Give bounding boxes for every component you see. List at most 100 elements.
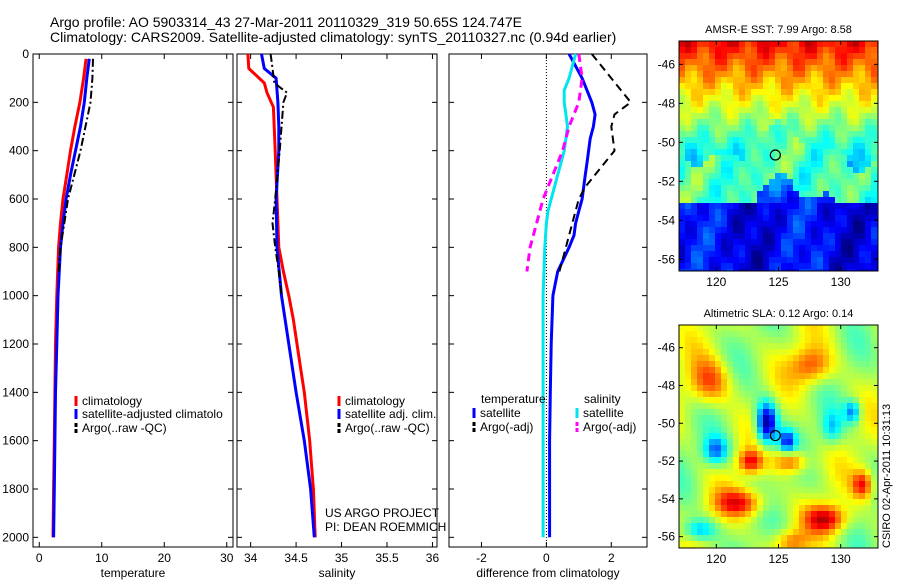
heatmap-cell <box>817 101 824 108</box>
heatmap-cell <box>793 481 800 488</box>
heatmap-cell <box>745 155 752 162</box>
x-tick-label: 130 <box>831 275 851 289</box>
heatmap-cell <box>769 487 776 494</box>
heatmap-cell <box>679 233 686 240</box>
heatmap-cell <box>805 245 812 252</box>
heatmap-cell <box>709 535 716 542</box>
heatmap-cell <box>817 161 824 168</box>
heatmap-cell <box>829 343 836 350</box>
heatmap-cell <box>697 445 704 452</box>
heatmap-cell <box>697 493 704 500</box>
heatmap-cell <box>853 523 860 530</box>
heatmap-cell <box>781 397 788 404</box>
heatmap-cell <box>835 53 842 60</box>
heatmap-cell <box>739 179 746 186</box>
heatmap-cell <box>811 451 818 458</box>
heatmap-cell <box>739 391 746 398</box>
heatmap-cell <box>865 41 872 48</box>
salinity-panel: 34 34.5 35 35.5 36salinityclimatologysatelli… <box>236 53 439 580</box>
heatmap-cell <box>769 469 776 476</box>
heatmap-cell <box>829 391 836 398</box>
heatmap-cell <box>697 209 704 216</box>
heatmap-cell <box>751 227 758 234</box>
heatmap-cell <box>703 173 710 180</box>
heatmap-cell <box>859 325 866 332</box>
heatmap-cell <box>781 355 788 362</box>
heatmap-cell <box>847 89 854 96</box>
heatmap-cell <box>727 355 734 362</box>
heatmap-cell <box>769 427 776 434</box>
heatmap-cell <box>781 233 788 240</box>
heatmap-cell <box>703 209 710 216</box>
heatmap-cell <box>793 445 800 452</box>
heatmap-cell <box>751 173 758 180</box>
heatmap-cell <box>757 463 764 470</box>
heatmap-cell <box>727 137 734 144</box>
heatmap-cell <box>709 263 716 270</box>
heatmap-cell <box>829 119 836 126</box>
heatmap-cell <box>865 517 872 524</box>
heatmap-cell <box>865 457 872 464</box>
heatmap-cell <box>745 487 752 494</box>
heatmap-cell <box>685 349 692 356</box>
heatmap-cell <box>715 343 722 350</box>
heatmap-cell <box>805 517 812 524</box>
heatmap-cell <box>847 131 854 138</box>
heatmap-cell <box>805 457 812 464</box>
heatmap-cell <box>679 439 686 446</box>
heatmap-cell <box>685 155 692 162</box>
heatmap-cell <box>829 493 836 500</box>
heatmap-cell <box>781 463 788 470</box>
heatmap-cell <box>763 409 770 416</box>
heatmap-cell <box>799 41 806 48</box>
heatmap-cell <box>799 167 806 174</box>
heatmap-cell <box>841 463 848 470</box>
heatmap-cell <box>829 71 836 78</box>
heatmap-cell <box>733 161 740 168</box>
heatmap-cell <box>823 475 830 482</box>
heatmap-cell <box>775 511 782 518</box>
heatmap-cell <box>823 367 830 374</box>
heatmap-cell <box>817 481 824 488</box>
heatmap-cell <box>745 59 752 66</box>
heatmap-cell <box>817 65 824 72</box>
heatmap-cell <box>859 185 866 192</box>
heatmap-cell <box>847 239 854 246</box>
heatmap-cell <box>775 233 782 240</box>
heatmap-cell <box>841 367 848 374</box>
heatmap-cell <box>811 269 818 272</box>
heatmap-cell <box>841 167 848 174</box>
heatmap-cell <box>811 137 818 144</box>
heatmap-cell <box>733 433 740 440</box>
heatmap-cell <box>817 215 824 222</box>
heatmap-cell <box>859 41 866 48</box>
heatmap-cell <box>721 343 728 350</box>
heatmap-cell <box>757 397 764 404</box>
heatmap-cell <box>727 445 734 452</box>
heatmap-cell <box>745 541 752 548</box>
heatmap-cell <box>757 535 764 542</box>
heatmap-cell <box>853 517 860 524</box>
heatmap-cell <box>715 379 722 386</box>
heatmap-cell <box>691 113 698 120</box>
heatmap-cell <box>829 209 836 216</box>
heatmap-cell <box>685 221 692 228</box>
heatmap-cell <box>805 143 812 150</box>
heatmap-cell <box>715 77 722 84</box>
heatmap-cell <box>799 269 806 272</box>
heatmap-cell <box>745 149 752 156</box>
heatmap-cell <box>751 343 758 350</box>
heatmap-cell <box>763 379 770 386</box>
heatmap-cell <box>703 397 710 404</box>
heatmap-cell <box>763 493 770 500</box>
heatmap-cell <box>847 439 854 446</box>
heatmap-cell <box>721 47 728 54</box>
legend-label: climatology <box>82 394 142 408</box>
heatmap-cell <box>685 191 692 198</box>
x-tick-label: 125 <box>768 275 788 289</box>
heatmap-cell <box>691 65 698 72</box>
heatmap-cell <box>799 131 806 138</box>
heatmap-cell <box>703 269 710 272</box>
heatmap-cell <box>745 451 752 458</box>
heatmap-cell <box>739 137 746 144</box>
